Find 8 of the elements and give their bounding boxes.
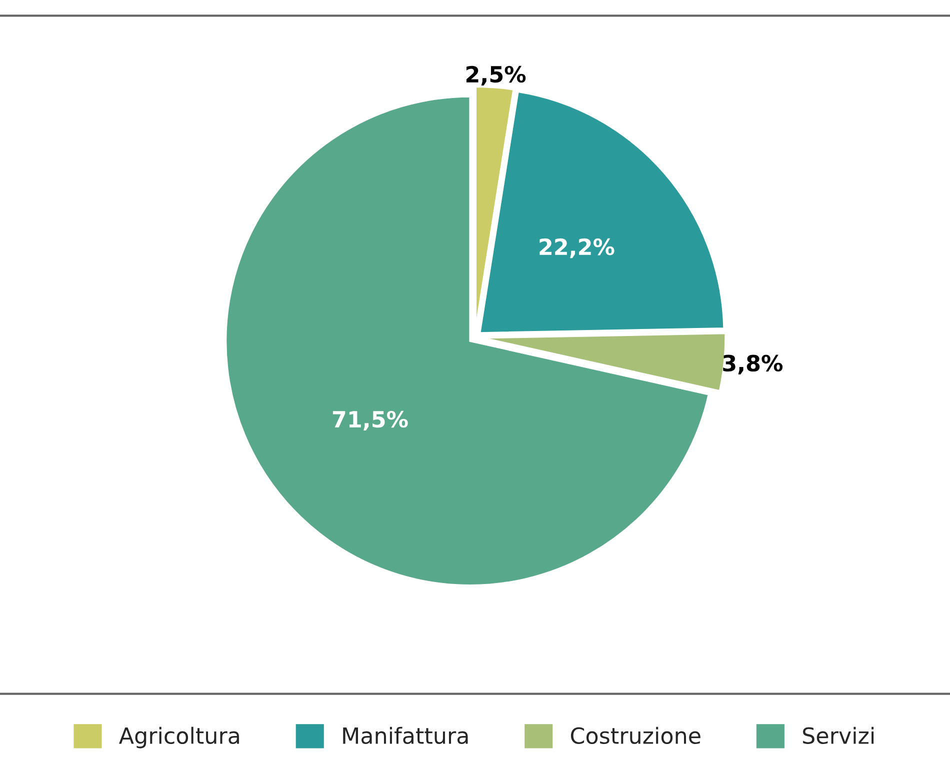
data-label: 3,8% <box>723 354 783 374</box>
data-label: 22,2% <box>540 238 614 258</box>
data-label: 2,5% <box>466 66 526 86</box>
legend-label: Servizi <box>803 726 874 744</box>
legend-label: Manifattura <box>343 726 468 744</box>
legend-label: Agricoltura <box>118 726 239 748</box>
legend-label: Costruzione <box>570 726 700 744</box>
data-label: 71,5% <box>332 410 408 431</box>
